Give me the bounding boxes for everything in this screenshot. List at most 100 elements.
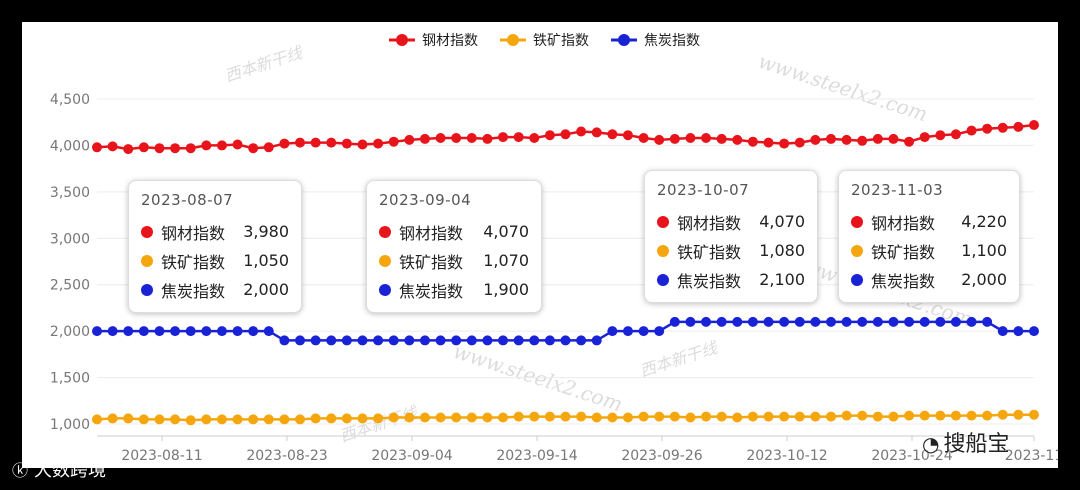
data-point[interactable] [685,412,696,423]
data-point[interactable] [607,412,618,423]
data-point[interactable] [154,414,165,425]
data-point[interactable] [263,414,274,425]
data-point[interactable] [138,414,149,425]
data-point[interactable] [888,133,899,144]
data-point[interactable] [716,411,727,422]
data-point[interactable] [669,411,680,422]
data-point[interactable] [466,335,477,346]
legend-item[interactable]: 钢材指数 [389,33,478,49]
data-point[interactable] [482,335,493,346]
data-point[interactable] [638,411,649,422]
data-point[interactable] [779,138,790,149]
data-point[interactable] [170,326,181,337]
data-point[interactable] [732,316,743,327]
data-point[interactable] [825,411,836,422]
data-point[interactable] [982,410,993,421]
data-point[interactable] [216,414,227,425]
data-point[interactable] [435,133,446,143]
data-point[interactable] [591,335,602,346]
data-point[interactable] [419,335,430,346]
data-point[interactable] [841,316,852,327]
data-point[interactable] [997,326,1008,337]
data-point[interactable] [825,133,836,144]
data-point[interactable] [388,136,399,147]
data-point[interactable] [935,410,946,421]
data-point[interactable] [919,410,930,421]
data-point[interactable] [685,133,696,143]
data-point[interactable] [872,133,883,144]
data-point[interactable] [107,413,118,424]
data-point[interactable] [763,137,774,148]
data-point[interactable] [435,412,446,423]
data-point[interactable] [466,133,477,143]
data-point[interactable] [950,129,961,140]
data-point[interactable] [326,413,337,424]
data-point[interactable] [419,412,430,423]
data-point[interactable] [560,129,571,140]
data-point[interactable] [419,133,430,144]
data-point[interactable] [825,316,836,327]
data-point[interactable] [466,412,477,423]
data-point[interactable] [513,132,524,143]
data-point[interactable] [201,140,212,151]
data-point[interactable] [716,316,727,327]
data-point[interactable] [685,316,696,327]
data-point[interactable] [872,316,883,327]
data-point[interactable] [997,409,1008,420]
data-point[interactable] [904,316,915,327]
data-point[interactable] [779,316,790,327]
data-point[interactable] [232,326,243,337]
data-point[interactable] [576,126,587,137]
data-point[interactable] [310,137,321,148]
data-point[interactable] [123,326,134,337]
data-point[interactable] [404,412,415,423]
data-point[interactable] [810,316,821,327]
data-point[interactable] [576,335,587,346]
data-point[interactable] [263,326,274,337]
data-point[interactable] [216,140,227,151]
data-point[interactable] [451,133,462,143]
data-point[interactable] [919,316,930,327]
data-point[interactable] [638,133,649,143]
data-point[interactable] [607,129,618,140]
legend-item[interactable]: 焦炭指数 [611,33,700,49]
data-point[interactable] [279,335,290,346]
data-point[interactable] [404,134,415,145]
data-point[interactable] [388,335,399,346]
data-point[interactable] [888,411,899,422]
data-point[interactable] [810,411,821,422]
data-point[interactable] [326,335,337,346]
data-point[interactable] [701,316,712,327]
data-point[interactable] [622,326,633,337]
data-point[interactable] [295,414,306,425]
data-point[interactable] [123,144,134,155]
data-point[interactable] [310,335,321,346]
data-point[interactable] [544,130,555,141]
data-point[interactable] [232,139,243,150]
data-point[interactable] [185,143,196,154]
data-point[interactable] [248,143,259,154]
data-point[interactable] [966,125,977,136]
data-point[interactable] [154,326,165,337]
data-point[interactable] [482,412,493,423]
data-point[interactable] [669,316,680,327]
data-point[interactable] [747,316,758,327]
data-point[interactable] [935,130,946,141]
data-point[interactable] [794,316,805,327]
data-point[interactable] [435,335,446,346]
data-point[interactable] [216,326,227,337]
data-point[interactable] [138,142,149,153]
data-point[interactable] [888,316,899,327]
data-point[interactable] [810,134,821,145]
data-point[interactable] [373,335,384,346]
data-point[interactable] [591,127,602,138]
data-point[interactable] [248,326,259,337]
data-point[interactable] [513,335,524,346]
data-point[interactable] [857,410,868,421]
data-point[interactable] [857,316,868,327]
data-point[interactable] [529,335,540,346]
data-point[interactable] [498,412,509,423]
data-point[interactable] [498,335,509,346]
data-point[interactable] [310,413,321,424]
data-point[interactable] [747,136,758,147]
